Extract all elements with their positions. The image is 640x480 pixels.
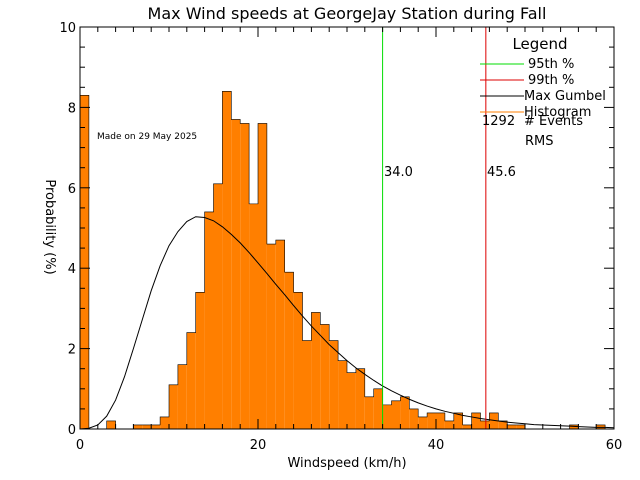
x-tick-label: 0 bbox=[76, 438, 84, 453]
chart-title: Max Wind speeds at GeorgeJay Station dur… bbox=[148, 4, 547, 23]
histogram-bar bbox=[507, 424, 517, 429]
histogram-bar bbox=[355, 368, 365, 429]
histogram-bar bbox=[80, 95, 89, 429]
histogram-bar bbox=[418, 416, 428, 429]
histogram-bar bbox=[195, 292, 205, 429]
histogram-bar bbox=[436, 412, 445, 429]
y-tick-label: 10 bbox=[59, 21, 76, 36]
histogram-bar bbox=[373, 388, 383, 429]
x-tick-label: 20 bbox=[250, 438, 267, 453]
histogram-bar bbox=[142, 424, 152, 429]
histogram-outline bbox=[79, 91, 614, 430]
y-tick-label: 6 bbox=[68, 182, 76, 197]
histogram-bar bbox=[204, 211, 214, 429]
histogram-bar bbox=[427, 412, 436, 429]
plot-axes: 0 20 40 60 0 2 4 6 8 10 bbox=[59, 21, 622, 453]
x-tick-label: 60 bbox=[606, 438, 623, 453]
histogram-bar bbox=[320, 324, 330, 429]
x-axis-label: Windspeed (km/h) bbox=[287, 456, 406, 471]
histogram-bar bbox=[391, 400, 401, 429]
p99-value-label: 45.6 bbox=[487, 165, 516, 180]
y-tick-label: 4 bbox=[68, 262, 76, 277]
legend-rms-label: RMS bbox=[525, 134, 554, 149]
histogram-bar bbox=[569, 424, 579, 429]
legend-events-count: 1292 bbox=[482, 114, 515, 129]
histogram-bar bbox=[498, 420, 508, 429]
legend-events-label: # Events bbox=[524, 114, 583, 129]
y-tick-label: 0 bbox=[68, 423, 76, 438]
y-tick-label: 2 bbox=[68, 343, 76, 358]
histogram-bar bbox=[293, 292, 303, 429]
gumbel-curve bbox=[79, 216, 615, 430]
legend-label-histogram: Histogram bbox=[524, 105, 591, 120]
x-tick-label: 40 bbox=[428, 438, 445, 453]
legend-label-gumbel: Max Gumbel bbox=[524, 89, 606, 104]
histogram-bar bbox=[160, 416, 169, 429]
legend-label-95th: 95th % bbox=[528, 57, 574, 72]
histogram-bar bbox=[213, 183, 223, 429]
percentile-lines bbox=[382, 27, 487, 429]
histogram-bar bbox=[222, 91, 232, 429]
histogram-bar bbox=[338, 360, 347, 429]
y-tick-label: 8 bbox=[68, 101, 76, 116]
histogram-bar bbox=[409, 408, 419, 429]
histogram-bar bbox=[489, 412, 499, 429]
histogram bbox=[79, 91, 614, 430]
gumbel-curve-layer bbox=[79, 216, 615, 430]
histogram-bar bbox=[169, 384, 178, 429]
histogram-bar bbox=[311, 312, 321, 429]
histogram-bar bbox=[284, 272, 294, 429]
histogram-bar bbox=[516, 424, 525, 429]
histogram-bar bbox=[275, 240, 285, 429]
histogram-bar bbox=[231, 119, 241, 430]
histogram-bar bbox=[240, 123, 250, 429]
legend-label-99th: 99th % bbox=[528, 73, 574, 88]
histogram-bar bbox=[133, 424, 143, 429]
legend: Legend 95th % 99th % Max Gumbel Histogra… bbox=[480, 35, 606, 149]
histogram-bar bbox=[329, 340, 339, 429]
histogram-bar bbox=[453, 412, 463, 429]
histogram-bar bbox=[249, 203, 258, 429]
histogram-bar bbox=[266, 244, 276, 429]
histogram-bar bbox=[471, 412, 481, 429]
histogram-bar bbox=[480, 420, 490, 429]
watermark-text: Made on 29 May 2025 bbox=[97, 132, 197, 142]
p95-value-label: 34.0 bbox=[384, 165, 413, 180]
histogram-bar bbox=[444, 420, 454, 429]
histogram-bar bbox=[347, 372, 356, 429]
histogram-bar bbox=[258, 123, 267, 429]
y-axis-label: Probability (%) bbox=[42, 179, 57, 274]
histogram-bar bbox=[364, 396, 374, 429]
histogram-bar bbox=[462, 424, 472, 429]
histogram-bar bbox=[106, 420, 116, 429]
histogram-bar bbox=[151, 424, 161, 429]
legend-title: Legend bbox=[512, 35, 567, 53]
histogram-bar bbox=[382, 404, 392, 429]
histogram-bar bbox=[186, 332, 196, 429]
histogram-bar bbox=[302, 340, 312, 429]
histogram-bar bbox=[400, 396, 410, 429]
histogram-bar bbox=[177, 364, 187, 429]
